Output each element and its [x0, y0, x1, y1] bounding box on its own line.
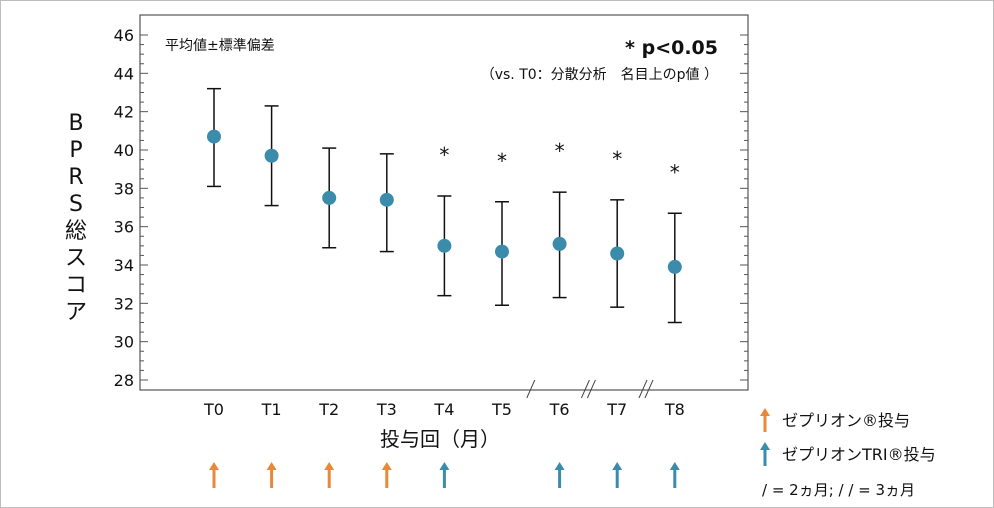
y-tick-label: 46: [114, 26, 134, 45]
x-tick-label: T1: [261, 400, 282, 419]
x-tick-label: T7: [606, 400, 627, 419]
significance-asterisk: *: [670, 160, 680, 184]
y-tick-label: 40: [114, 141, 134, 160]
y-tick-label: 32: [114, 294, 134, 313]
y-tick-label: 42: [114, 103, 134, 122]
mean-point: [610, 246, 625, 261]
x-tick-label: T3: [376, 400, 397, 419]
break-note: / = 2ヵ月; / / = 3ヵ月: [762, 481, 915, 499]
x-tick-label: T8: [664, 400, 685, 419]
teal-dose-arrow-icon: [439, 462, 450, 488]
mean-point: [667, 259, 682, 274]
mean-point: [207, 129, 221, 144]
y-axis-label-char: S: [69, 192, 83, 217]
x-tick-label: T4: [433, 400, 454, 419]
axis-break-mark: [638, 379, 648, 399]
y-axis-label-char: 総: [65, 219, 87, 244]
plot-area: [139, 14, 749, 391]
mean-point: [552, 236, 567, 251]
teal-dose-arrow-icon: [669, 462, 680, 488]
axis-break-mark: [526, 379, 536, 399]
x-tick-label: T2: [318, 400, 339, 419]
orange-legend-arrow-icon: [760, 408, 770, 432]
orange-dose-arrow-icon: [324, 462, 335, 488]
teal-legend-arrow-icon: [760, 442, 770, 466]
orange-dose-arrow-icon: [266, 462, 277, 488]
y-tick-label: 36: [114, 218, 134, 237]
y-tick-label: 38: [114, 179, 134, 198]
annotation-test: （vs. T0：分散分析 名目上のp値 ）: [481, 67, 718, 83]
y-tick-label: 28: [114, 371, 134, 390]
y-axis-label-char: R: [68, 165, 83, 190]
significance-asterisk: *: [612, 147, 622, 171]
annotation-left: 平均値±標準偏差: [165, 38, 275, 54]
x-axis-label: 投与回（月）: [380, 427, 500, 451]
legend-label: ゼプリオンTRI®投与: [782, 445, 936, 464]
x-tick-label: T6: [549, 400, 570, 419]
y-axis-label-char: コ: [65, 273, 87, 298]
y-axis-label-char: B: [68, 111, 83, 136]
teal-dose-arrow-icon: [554, 462, 565, 488]
mean-point: [264, 148, 279, 163]
y-axis-label-char: ア: [65, 300, 87, 325]
x-tick-label: T0: [203, 400, 224, 419]
significance-asterisk: *: [439, 143, 449, 167]
teal-dose-arrow-icon: [612, 462, 623, 488]
axis-break-mark: [580, 379, 590, 399]
x-tick-label: T5: [491, 400, 512, 419]
axis-break-mark: [586, 379, 596, 399]
significance-asterisk: *: [555, 139, 565, 163]
y-tick-label: 30: [114, 333, 134, 352]
y-tick-label: 34: [114, 256, 134, 275]
y-axis-label-char: P: [69, 138, 82, 163]
y-tick-label: 44: [114, 64, 134, 83]
orange-dose-arrow-icon: [381, 462, 392, 488]
mean-point: [437, 238, 452, 253]
legend-label: ゼプリオン®投与: [782, 411, 910, 430]
significance-asterisk: *: [497, 149, 507, 173]
mean-point: [495, 244, 509, 259]
mean-point: [379, 192, 394, 207]
orange-dose-arrow-icon: [209, 462, 219, 488]
y-axis-label-char: ス: [65, 246, 87, 271]
annotation-significance: * p<0.05: [625, 37, 718, 59]
axis-break-mark: [644, 379, 654, 399]
mean-point: [322, 190, 337, 205]
